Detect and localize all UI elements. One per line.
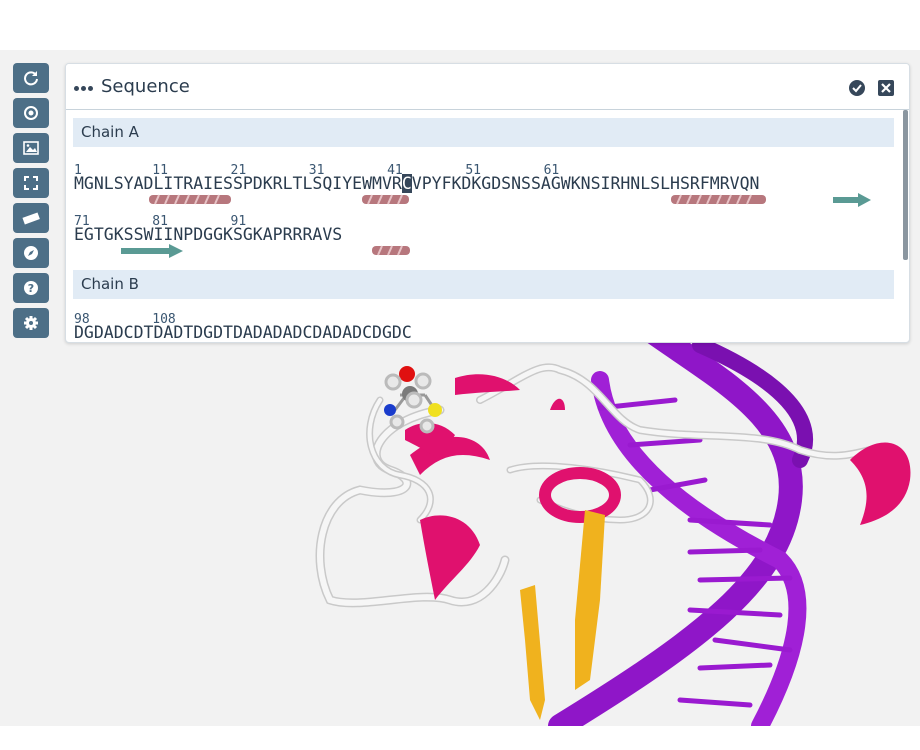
- chain-b-row1-sequence[interactable]: DGDADCDTDADTDGDTDADADADCDADADCDGDC: [74, 323, 412, 342]
- strand-marker: [833, 193, 871, 207]
- panel-scrollbar[interactable]: [903, 110, 908, 260]
- fullscreen-button[interactable]: [13, 168, 49, 198]
- chain-b-header: Chain B: [73, 270, 894, 299]
- close-icon[interactable]: [877, 79, 895, 97]
- measure-button[interactable]: [13, 203, 49, 233]
- sequence-residues[interactable]: DGDADCDTDADTDGDTDADADADCDADADCDGDC: [74, 323, 412, 342]
- helix-marker: [149, 195, 766, 204]
- gear-icon: [24, 316, 38, 330]
- selected-residue[interactable]: C: [401, 174, 412, 193]
- panel-title: Sequence: [101, 76, 190, 97]
- chain-a-row1-secondary-structure: [149, 193, 871, 207]
- ligand-molecule: [384, 366, 442, 434]
- focus-button[interactable]: [13, 98, 49, 128]
- chain-a-header: Chain A: [73, 118, 894, 147]
- chain-a-row2-sequence[interactable]: EGTGKSSWIINPDGGKSGKAPRRRAVS: [74, 225, 342, 244]
- screenshot-button[interactable]: [13, 133, 49, 163]
- chain-a-row1-sequence[interactable]: MGNLSYADLITRAIESSPDKRLTLSQIYEWMVRCVPYFKD…: [74, 174, 759, 193]
- reset-view-button[interactable]: [13, 63, 49, 93]
- chain-a-row2-numbers: 71 81 91: [74, 214, 247, 229]
- help-button[interactable]: ?: [13, 273, 49, 303]
- chain-a-row1-numbers: 1 11 21 31 41 51 61: [74, 163, 560, 178]
- ruler-icon: [22, 212, 40, 225]
- top-bar: [0, 0, 920, 50]
- alpha-helices: [405, 374, 911, 600]
- coil-loops: [315, 363, 874, 608]
- beta-strands: [520, 510, 605, 720]
- sequence-body: Chain A 1 11 21 31 41 51 61 MGNLSYADLITR…: [66, 110, 901, 342]
- fullscreen-icon: [24, 176, 38, 190]
- sequence-residues[interactable]: VPYFKDKGDSNSSAGWKNSIRHNLSLHSRFMRVQN: [411, 174, 760, 193]
- compass-icon: [24, 246, 38, 260]
- chain-a-row2-secondary-structure: [121, 244, 410, 258]
- panel-header: Sequence: [66, 64, 909, 110]
- sequence-residues[interactable]: MGNLSYADLITRAIESSPDKRLTLSQIYEWMVR: [74, 174, 402, 193]
- panel-menu-icon[interactable]: [74, 86, 93, 91]
- check-circle-icon[interactable]: [848, 79, 866, 97]
- strand-marker: [121, 244, 183, 258]
- image-icon: [23, 141, 39, 155]
- target-icon: [24, 106, 38, 120]
- bottom-bar: [0, 726, 920, 750]
- sequence-panel: Sequence Chain A 1 11 21 31 41 51 61 MGN…: [65, 63, 910, 343]
- sequence-residues[interactable]: EGTGKSSWIINPDGGKSGKAPRRRAVS: [74, 225, 343, 244]
- chain-b-row1-numbers: 98 108: [74, 312, 176, 327]
- navigation-button[interactable]: [13, 238, 49, 268]
- refresh-icon: [24, 71, 38, 86]
- viewer-toolbar: ?: [13, 63, 49, 343]
- settings-button[interactable]: [13, 308, 49, 338]
- svg-text:?: ?: [28, 282, 34, 295]
- help-icon: ?: [24, 281, 38, 295]
